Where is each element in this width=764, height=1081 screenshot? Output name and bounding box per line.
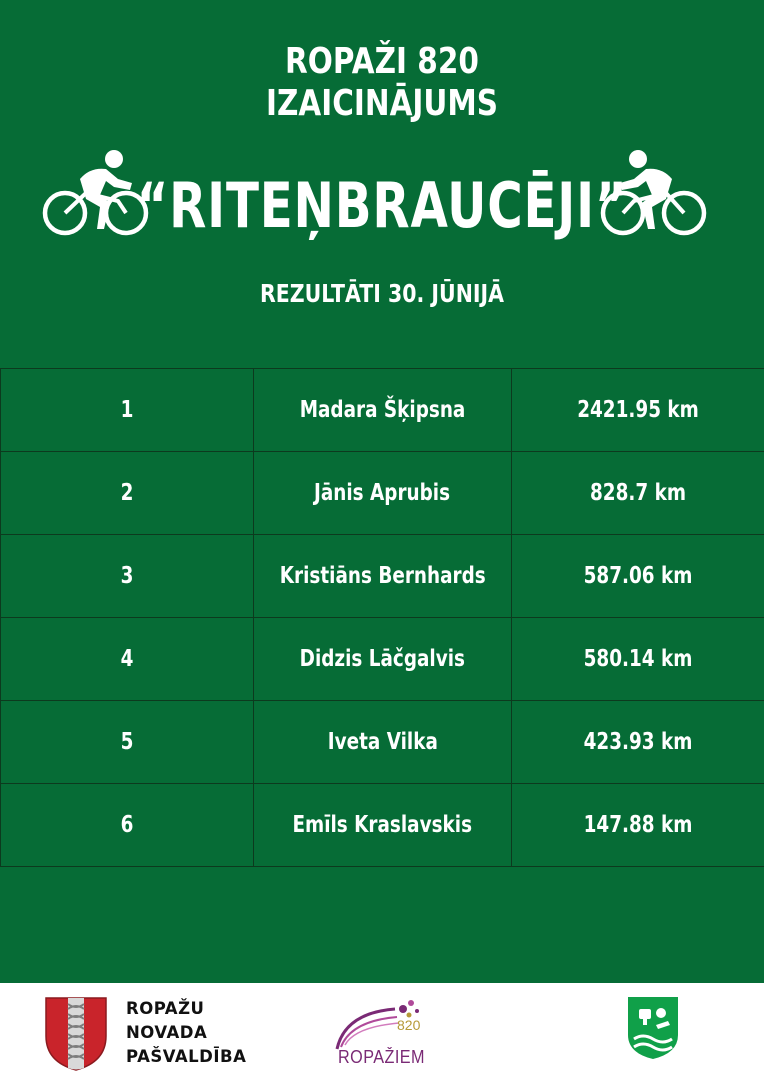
place-cell: 2 — [1, 452, 254, 535]
poster: ROPAŽI 820 IZAICINĀJUMS “RITEŅBRAUCĒJI” … — [0, 0, 764, 983]
table-row: 1 Madara Šķipsna 2421.95 km — [1, 369, 764, 452]
name-cell: Madara Šķipsna — [254, 369, 512, 452]
sports-shield-icon — [626, 995, 680, 1061]
place-cell: 5 — [1, 701, 254, 784]
challenge-title-line1: ROPAŽI 820 — [69, 42, 695, 82]
org-line: NOVADA — [126, 1021, 246, 1045]
distance-cell: 2421.95 km — [512, 369, 764, 452]
distance-cell: 147.88 km — [512, 784, 764, 867]
anniversary-number: 820 — [397, 1017, 420, 1033]
distance-cell: 587.06 km — [512, 535, 764, 618]
table-row: 5 Iveta Vilka 423.93 km — [1, 701, 764, 784]
organization-name: ROPAŽU NOVADA PAŠVALDĪBA — [126, 997, 246, 1069]
challenge-name: “RITEŅBRAUCĒJI” — [84, 166, 680, 246]
distance-cell: 828.7 km — [512, 452, 764, 535]
distance-cell: 423.93 km — [512, 701, 764, 784]
table-row: 2 Jānis Aprubis 828.7 km — [1, 452, 764, 535]
results-date: REZULTĀTI 30. JŪNIJĀ — [69, 276, 695, 312]
place-cell: 4 — [1, 618, 254, 701]
place-cell: 1 — [1, 369, 254, 452]
org-line: PAŠVALDĪBA — [126, 1045, 246, 1069]
results-table: 1 Madara Šķipsna 2421.95 km 2 Jānis Apru… — [0, 368, 764, 867]
name-cell: Didzis Lāčgalvis — [254, 618, 512, 701]
name-cell: Emīls Kraslavskis — [254, 784, 512, 867]
coat-of-arms-icon — [44, 996, 108, 1072]
table-row: 4 Didzis Lāčgalvis 580.14 km — [1, 618, 764, 701]
challenge-title-line2: IZAICINĀJUMS — [69, 84, 695, 124]
anniversary-word: ROPAŽIEM — [338, 1047, 425, 1068]
place-cell: 3 — [1, 535, 254, 618]
name-cell: Jānis Aprubis — [254, 452, 512, 535]
table-row: 3 Kristiāns Bernhards 587.06 km — [1, 535, 764, 618]
org-line: ROPAŽU — [126, 997, 246, 1021]
place-cell: 6 — [1, 784, 254, 867]
distance-cell: 580.14 km — [512, 618, 764, 701]
name-cell: Iveta Vilka — [254, 701, 512, 784]
name-cell: Kristiāns Bernhards — [254, 535, 512, 618]
table-row: 6 Emīls Kraslavskis 147.88 km — [1, 784, 764, 867]
footer: ROPAŽU NOVADA PAŠVALDĪBA 820 ROPAŽIEM — [0, 983, 764, 1080]
